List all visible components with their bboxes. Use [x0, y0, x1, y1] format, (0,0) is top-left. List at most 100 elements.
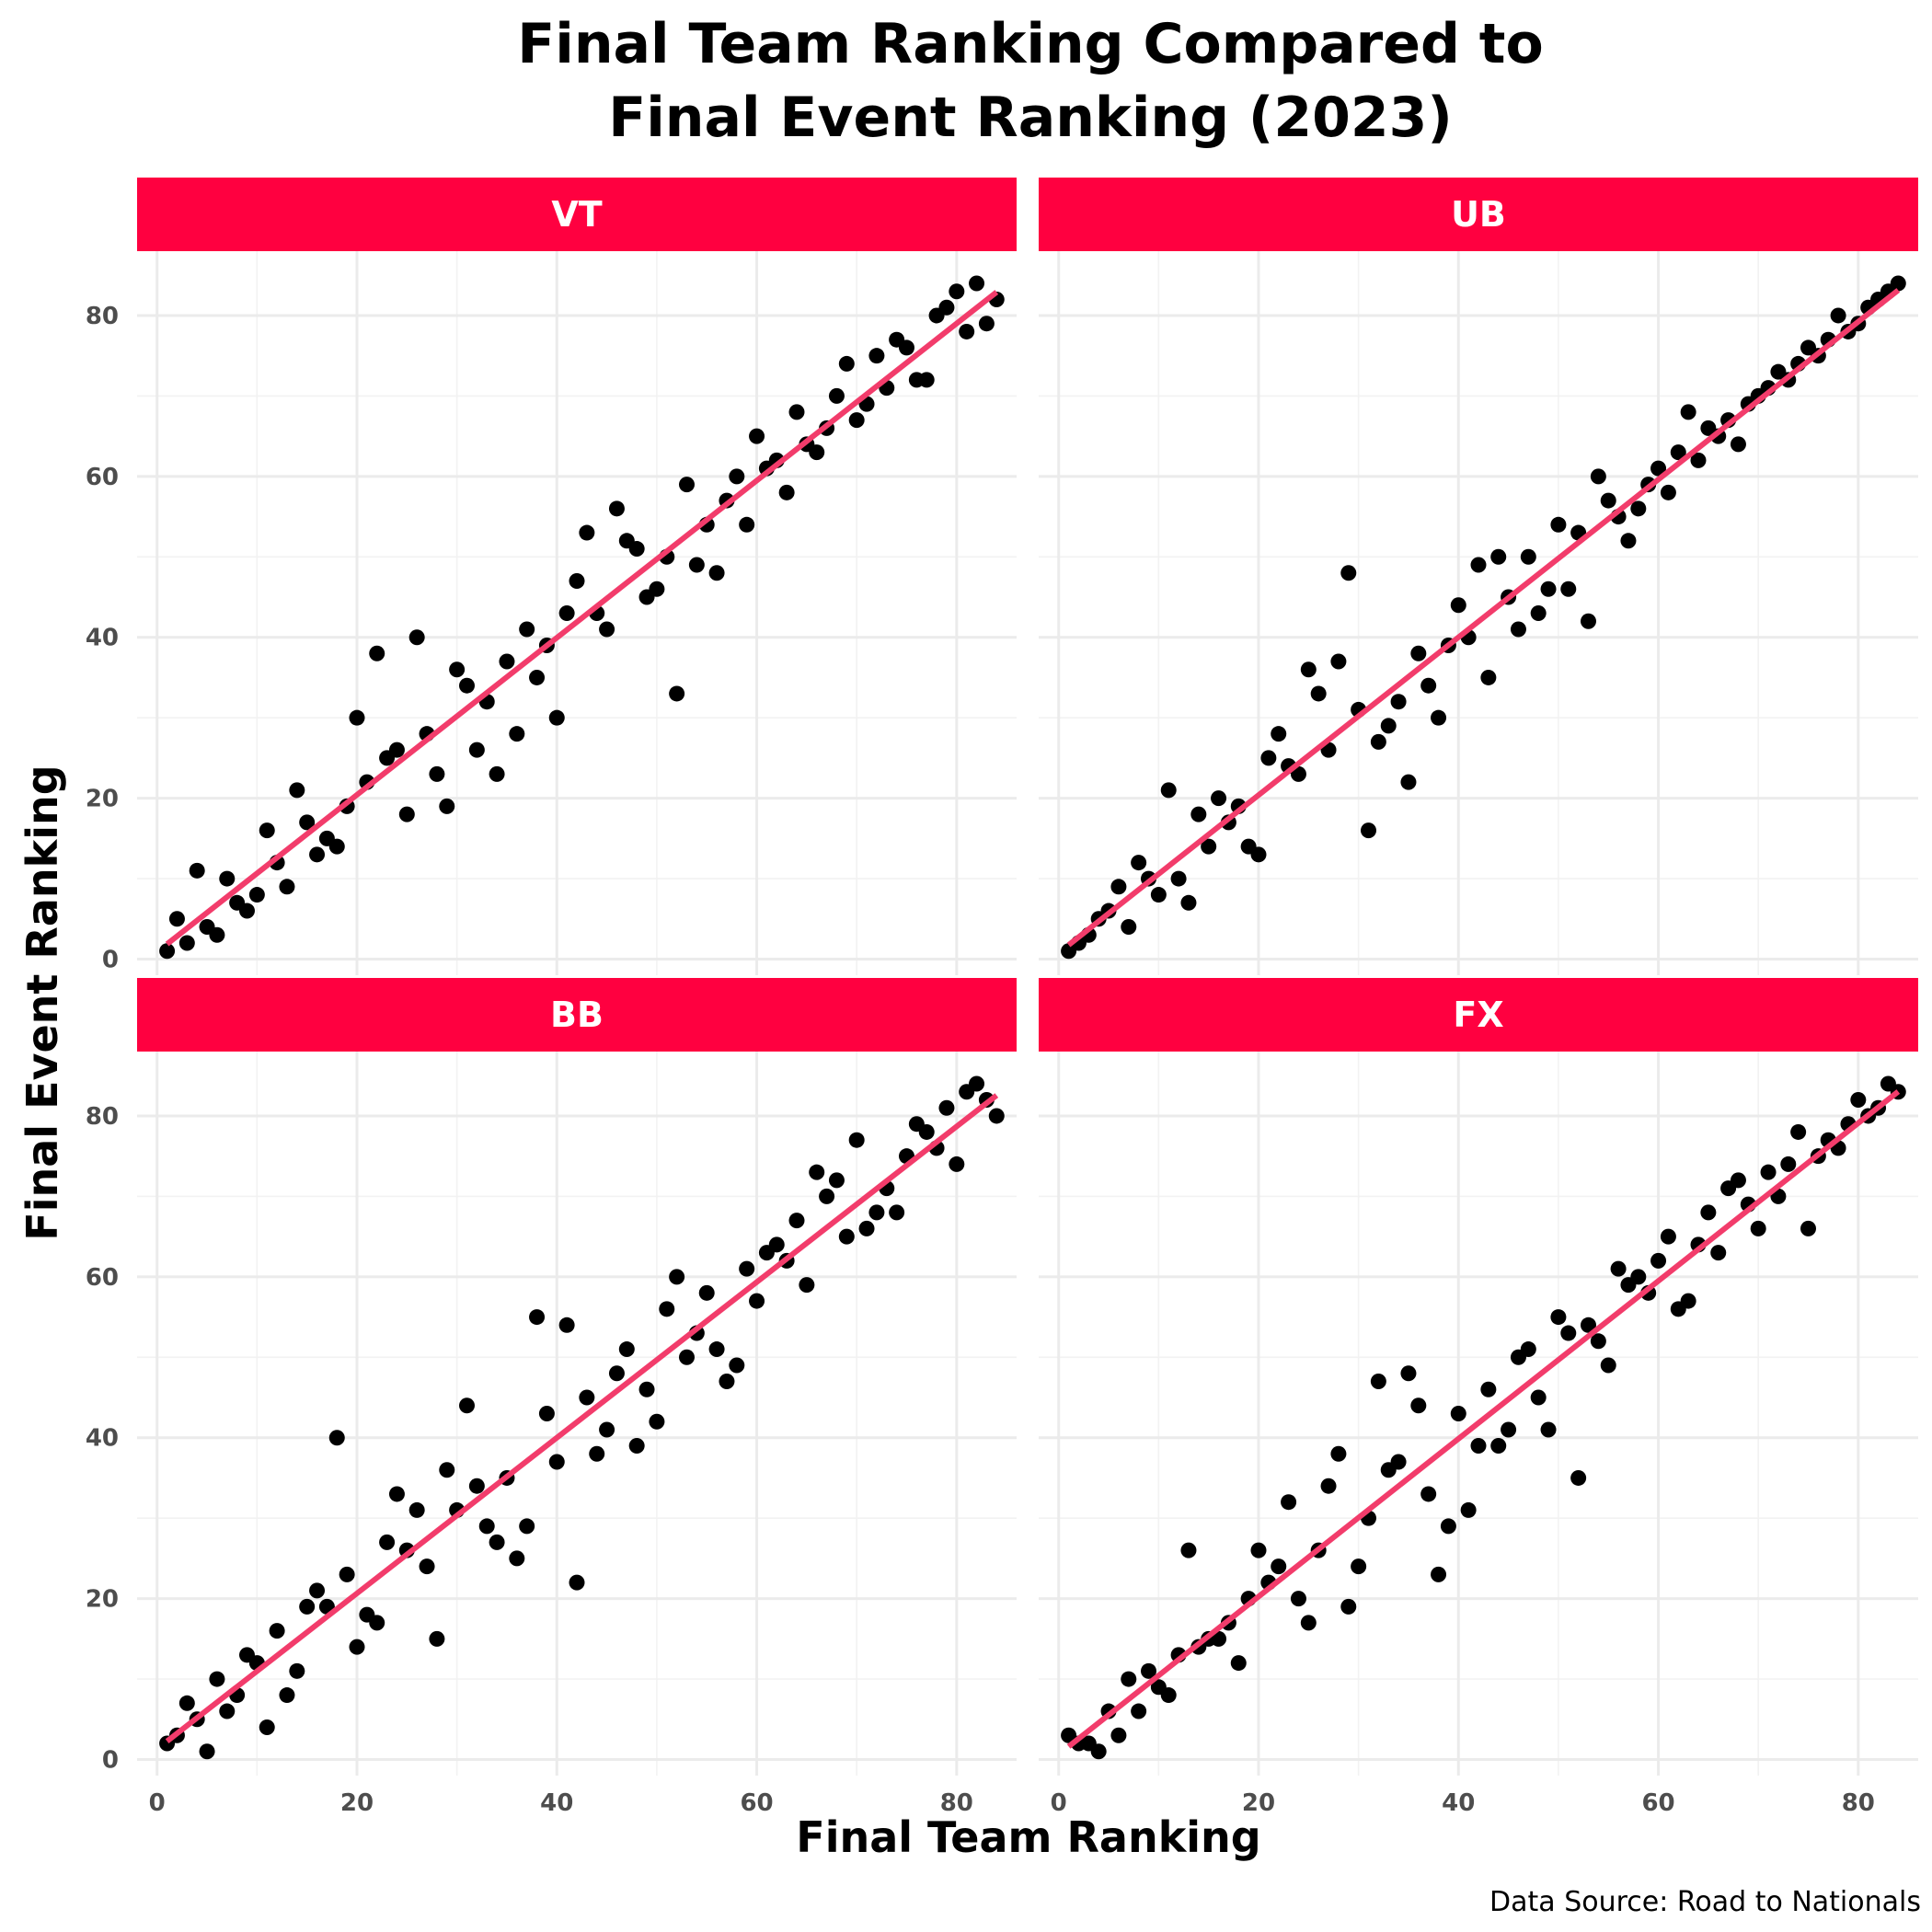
- data-point: [618, 1341, 635, 1358]
- data-point: [1300, 661, 1317, 678]
- data-point: [749, 1293, 765, 1309]
- data-point: [868, 348, 885, 364]
- data-point: [159, 943, 176, 960]
- data-point: [468, 1478, 485, 1494]
- data-point: [1330, 653, 1347, 670]
- data-point: [478, 1518, 495, 1535]
- data-point: [388, 742, 405, 758]
- y-tick-label: 20: [86, 1586, 119, 1614]
- data-point: [1271, 1558, 1287, 1575]
- data-point: [558, 605, 575, 621]
- data-point: [899, 339, 914, 356]
- data-point: [558, 1317, 575, 1333]
- data-point: [848, 1132, 865, 1148]
- data-point: [809, 1164, 825, 1180]
- data-point: [1530, 605, 1547, 621]
- facet-strip-label: UB: [1451, 194, 1506, 235]
- data-point: [289, 1662, 305, 1679]
- data-point: [669, 685, 685, 702]
- x-tick-label: 0: [1051, 1789, 1067, 1817]
- data-point: [1201, 838, 1217, 855]
- data-point: [429, 765, 445, 782]
- data-point: [209, 926, 225, 943]
- data-point: [1420, 677, 1437, 694]
- data-point: [1310, 685, 1327, 702]
- data-point: [1680, 1293, 1696, 1309]
- data-point: [1730, 436, 1746, 453]
- x-tick-label: 60: [1641, 1789, 1674, 1817]
- data-point: [1351, 1558, 1367, 1575]
- data-point: [499, 653, 515, 670]
- chart-title-line1: Final Team Ranking Compared to: [517, 12, 1543, 76]
- data-point: [1800, 1220, 1816, 1236]
- data-point: [1540, 581, 1557, 597]
- data-point: [1340, 1598, 1357, 1615]
- data-point: [1260, 750, 1277, 766]
- data-point: [509, 726, 525, 742]
- data-point: [548, 709, 565, 726]
- data-point: [248, 887, 265, 903]
- data-point: [1480, 1381, 1497, 1397]
- data-point: [1581, 613, 1596, 629]
- x-tick-label: 40: [540, 1789, 573, 1817]
- data-point: [1300, 1615, 1317, 1631]
- data-point: [1431, 1566, 1447, 1582]
- data-point: [309, 846, 326, 863]
- data-point: [579, 1389, 595, 1406]
- data-point: [1110, 1727, 1127, 1743]
- x-tick-label: 60: [740, 1789, 773, 1817]
- data-point: [189, 862, 205, 879]
- y-tick-label: 80: [86, 1103, 119, 1131]
- facet-strip: [1039, 178, 1918, 251]
- data-point: [1250, 846, 1267, 863]
- data-point: [299, 814, 316, 831]
- data-point: [1470, 1437, 1487, 1454]
- data-point: [1380, 718, 1397, 734]
- data-point: [1121, 919, 1137, 936]
- data-point: [1570, 1469, 1587, 1486]
- data-point: [1480, 669, 1497, 685]
- data-point: [1410, 645, 1427, 661]
- data-point: [1690, 452, 1707, 468]
- data-point: [279, 1687, 295, 1704]
- data-point: [1320, 1478, 1337, 1494]
- data-point: [819, 1188, 835, 1204]
- trend-line: [1066, 1089, 1901, 1749]
- data-point: [1650, 1252, 1667, 1269]
- y-tick-label: 20: [86, 786, 119, 813]
- data-point: [1180, 894, 1197, 911]
- panel-vt: VT 0 20 40 60 80: [86, 178, 1017, 975]
- data-point: [388, 1486, 405, 1502]
- data-point: [1550, 516, 1567, 533]
- data-point: [978, 316, 995, 332]
- data-point: [1390, 1454, 1407, 1470]
- x-tick-label: 40: [1442, 1789, 1475, 1817]
- data-point: [848, 412, 865, 429]
- data-point: [1560, 581, 1577, 597]
- x-axis-title: Final Team Ranking: [796, 1812, 1260, 1862]
- panel-fx: FX 0 20 40 60 80: [1039, 978, 1918, 1817]
- data-point: [1290, 765, 1306, 782]
- data-point: [259, 822, 275, 839]
- data-point: [1750, 1220, 1766, 1236]
- y-tick-label: 40: [86, 625, 119, 652]
- data-point: [1760, 1164, 1777, 1180]
- data-point: [1131, 1703, 1147, 1719]
- data-point: [949, 1156, 965, 1172]
- data-point: [1680, 404, 1696, 420]
- data-point: [599, 621, 615, 638]
- data-point: [1670, 444, 1686, 461]
- data-point: [1470, 557, 1487, 573]
- data-point: [408, 1501, 425, 1518]
- data-point: [938, 1099, 955, 1116]
- data-point: [1600, 1357, 1616, 1374]
- data-point: [369, 645, 385, 661]
- facet-strip: [137, 978, 1017, 1052]
- data-point: [419, 1558, 435, 1575]
- data-point: [638, 1381, 655, 1397]
- data-point: [1630, 1269, 1647, 1285]
- y-axis-title: Final Event Ranking: [17, 765, 67, 1240]
- data-point: [279, 879, 295, 895]
- data-point: [328, 1430, 345, 1446]
- x-tick-label: 20: [1242, 1789, 1275, 1817]
